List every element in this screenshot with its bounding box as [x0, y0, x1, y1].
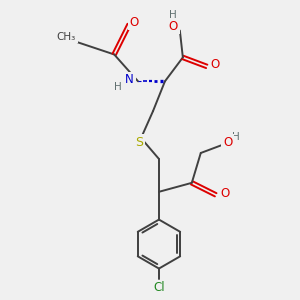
Text: S: S — [136, 136, 143, 149]
Text: H: H — [232, 132, 240, 142]
Text: N: N — [125, 73, 134, 86]
Text: O: O — [211, 58, 220, 71]
Text: O: O — [223, 136, 232, 149]
Text: O: O — [130, 16, 139, 29]
Text: CH₃: CH₃ — [57, 32, 76, 41]
Text: O: O — [169, 20, 178, 33]
Text: H: H — [114, 82, 122, 92]
Text: Cl: Cl — [153, 281, 165, 295]
Text: H: H — [169, 10, 177, 20]
Text: O: O — [220, 187, 229, 200]
